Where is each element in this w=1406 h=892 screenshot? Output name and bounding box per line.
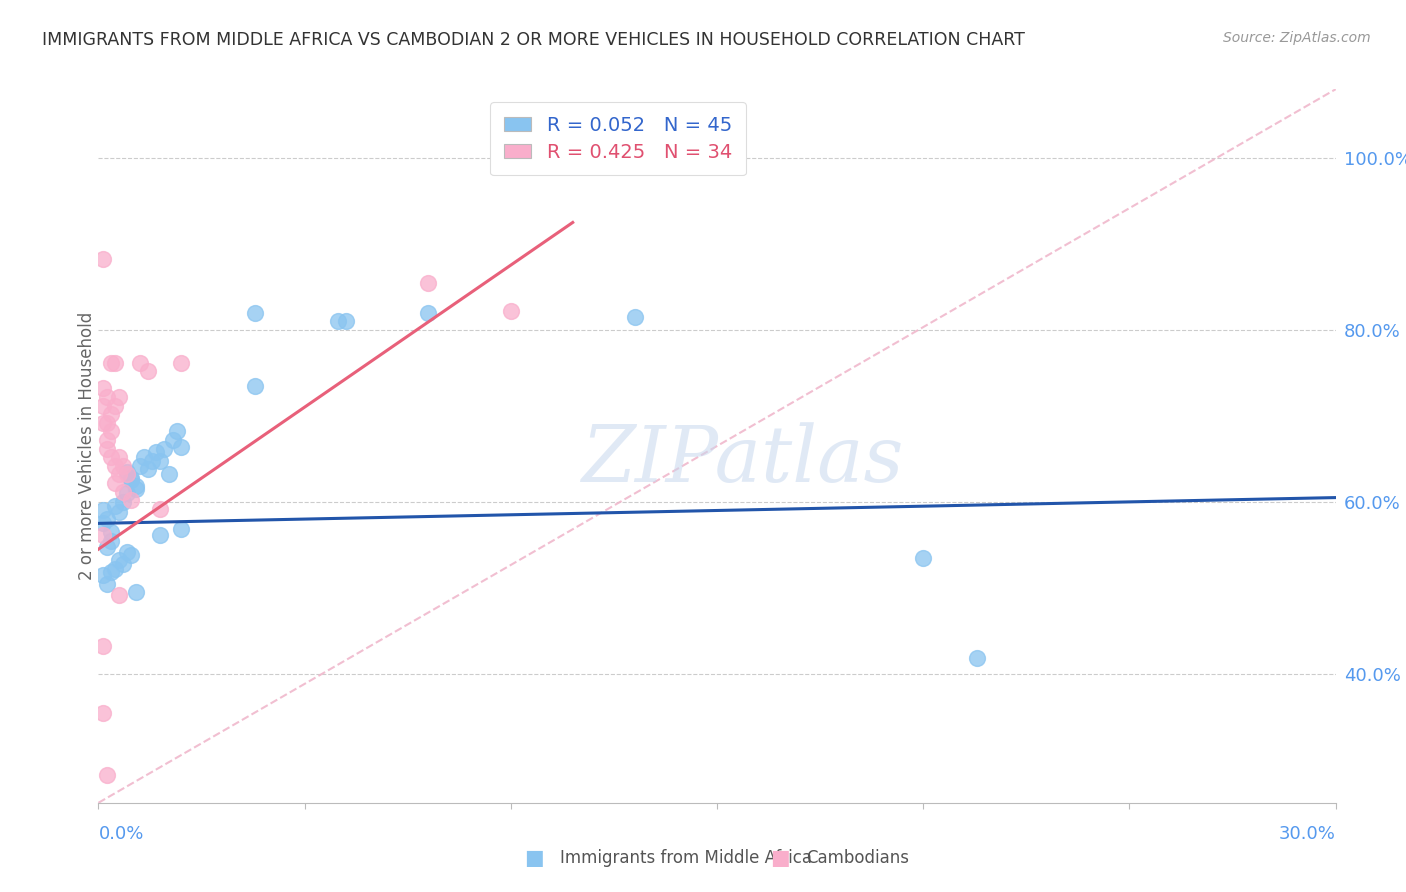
Point [108, 450, 131, 465]
Point [91, 399, 114, 413]
Point [104, 356, 127, 370]
Point [100, 407, 122, 421]
Point [120, 471, 142, 485]
Text: 0.0%: 0.0% [98, 825, 143, 843]
Point [153, 442, 176, 456]
Point [335, 314, 357, 328]
Point [96, 433, 118, 447]
Point [243, 379, 266, 393]
Text: ■: ■ [770, 848, 790, 868]
Point [170, 356, 193, 370]
Point [149, 453, 172, 467]
Point [170, 522, 193, 536]
Point [91, 252, 114, 267]
Point [104, 399, 127, 413]
Point [108, 553, 131, 567]
Point [120, 474, 142, 488]
Text: Immigrants from Middle Africa: Immigrants from Middle Africa [560, 849, 811, 867]
Point [128, 458, 150, 473]
Point [418, 276, 440, 290]
Legend: R = 0.052   N = 45, R = 0.425   N = 34: R = 0.052 N = 45, R = 0.425 N = 34 [491, 103, 745, 176]
Point [136, 364, 159, 378]
Point [112, 495, 135, 509]
Point [117, 465, 139, 479]
Point [157, 467, 180, 482]
Point [91, 527, 114, 541]
Point [145, 445, 167, 459]
Point [91, 516, 114, 531]
Point [166, 425, 188, 439]
Point [100, 450, 122, 465]
Text: ■: ■ [524, 848, 544, 868]
Point [623, 310, 645, 324]
Point [120, 548, 142, 562]
Point [120, 493, 142, 508]
Point [91, 706, 114, 720]
Point [100, 524, 122, 539]
Point [136, 462, 159, 476]
Point [149, 501, 172, 516]
Text: IMMIGRANTS FROM MIDDLE AFRICA VS CAMBODIAN 2 OR MORE VEHICLES IN HOUSEHOLD CORRE: IMMIGRANTS FROM MIDDLE AFRICA VS CAMBODI… [42, 31, 1025, 49]
Text: Cambodians: Cambodians [806, 849, 908, 867]
Point [104, 475, 127, 490]
Point [91, 640, 114, 654]
Point [132, 450, 155, 465]
Y-axis label: 2 or more Vehicles in Household: 2 or more Vehicles in Household [79, 312, 96, 580]
Point [117, 486, 139, 500]
Text: Source: ZipAtlas.com: Source: ZipAtlas.com [1223, 31, 1371, 45]
Point [108, 505, 131, 519]
Point [117, 545, 139, 559]
Point [124, 479, 146, 493]
Point [100, 533, 122, 548]
Point [162, 433, 184, 447]
Point [96, 416, 118, 430]
Point [104, 458, 127, 473]
Point [100, 356, 122, 370]
Point [112, 557, 135, 571]
Text: 30.0%: 30.0% [1279, 825, 1336, 843]
Point [128, 356, 150, 370]
Point [112, 484, 135, 499]
Point [96, 576, 118, 591]
Point [966, 651, 988, 665]
Point [91, 568, 114, 582]
Point [96, 512, 118, 526]
Point [104, 499, 127, 513]
Text: ZIPatlas: ZIPatlas [581, 422, 903, 499]
Point [108, 588, 131, 602]
Point [112, 458, 135, 473]
Point [117, 467, 139, 482]
Point [418, 306, 440, 320]
Point [170, 440, 193, 454]
Point [108, 467, 131, 482]
Point [91, 416, 114, 430]
Point [91, 381, 114, 395]
Point [326, 314, 349, 328]
Point [96, 442, 118, 456]
Point [108, 390, 131, 404]
Point [141, 453, 163, 467]
Point [100, 425, 122, 439]
Point [100, 566, 122, 580]
Point [104, 562, 127, 576]
Point [149, 527, 172, 541]
Point [124, 482, 146, 496]
Point [96, 540, 118, 554]
Point [91, 503, 114, 517]
Point [243, 306, 266, 320]
Point [499, 304, 522, 318]
Point [912, 550, 935, 565]
Point [96, 390, 118, 404]
Point [96, 768, 118, 782]
Point [124, 585, 146, 599]
